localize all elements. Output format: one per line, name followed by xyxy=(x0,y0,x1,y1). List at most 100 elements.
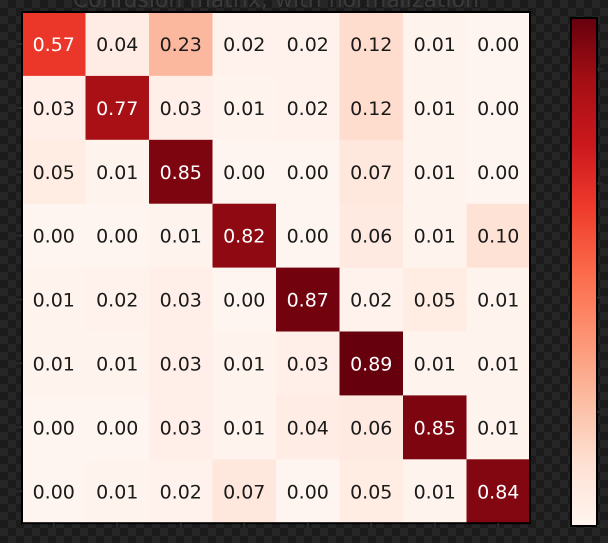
cell-value-label: 0.04 xyxy=(287,417,329,439)
heatmap-cell xyxy=(85,139,150,205)
heatmap-cell xyxy=(22,139,87,205)
colorbar-ticks xyxy=(597,68,603,527)
cell-value-label: 0.00 xyxy=(477,98,519,120)
cell-value-label: 0.00 xyxy=(223,290,265,312)
heatmap-cell xyxy=(403,331,468,396)
heatmap-cell xyxy=(403,75,468,141)
cell-value-label: 0.05 xyxy=(350,481,392,503)
cell-value-label: 0.10 xyxy=(477,226,519,248)
heatmap-cell xyxy=(212,12,277,77)
cell-value-label: 0.01 xyxy=(414,226,456,248)
cell-value-label: 0.00 xyxy=(287,162,329,184)
cell-value-label: 0.01 xyxy=(160,226,202,248)
cell-value-label: 0.01 xyxy=(96,481,138,503)
heatmap-cell xyxy=(85,12,150,77)
cell-value-label: 0.82 xyxy=(223,226,265,248)
cell-value-label: 0.00 xyxy=(477,34,519,56)
heatmap-cell xyxy=(466,267,531,333)
heatmap-cells xyxy=(22,12,531,524)
chart-title: Confusion matrix, with normalization xyxy=(72,0,480,13)
heatmap-cell xyxy=(212,459,277,524)
cell-value-label: 0.02 xyxy=(350,290,392,312)
colorbar xyxy=(570,17,598,527)
cell-value-label: 0.07 xyxy=(223,481,265,503)
heatmap-cell xyxy=(276,331,341,396)
cell-value-label: 0.03 xyxy=(160,417,202,439)
cell-value-label: 0.01 xyxy=(96,162,138,184)
heatmap-cell xyxy=(22,267,87,333)
heatmap-cell xyxy=(22,12,87,77)
heatmap-cell xyxy=(339,459,404,524)
cell-value-label: 0.00 xyxy=(287,226,329,248)
heatmap-cell xyxy=(85,395,150,460)
cell-value-label: 0.03 xyxy=(160,353,202,375)
cell-value-label: 0.01 xyxy=(33,290,75,312)
axis-ticks xyxy=(15,42,500,531)
heatmap-cell xyxy=(149,267,214,333)
heatmap-cell xyxy=(276,395,341,460)
heatmap-cell xyxy=(22,331,87,396)
cell-value-label: 0.01 xyxy=(33,353,75,375)
heatmap-cell xyxy=(85,331,150,396)
heatmap-cell xyxy=(466,139,531,205)
heatmap-cell xyxy=(466,459,531,524)
cell-value-label: 0.00 xyxy=(33,481,75,503)
heatmap-cell xyxy=(212,139,277,205)
cell-value-label: 0.02 xyxy=(287,34,329,56)
cell-value-label: 0.02 xyxy=(223,34,265,56)
heatmap-cell xyxy=(403,395,468,460)
cell-value-label: 0.01 xyxy=(414,34,456,56)
cell-value-label: 0.07 xyxy=(350,162,392,184)
cell-value-label: 0.00 xyxy=(96,417,138,439)
heatmap-cell xyxy=(339,12,404,77)
cell-value-label: 0.03 xyxy=(160,98,202,120)
heatmap-cell xyxy=(339,75,404,141)
heatmap-cell xyxy=(276,12,341,77)
cell-value-label: 0.57 xyxy=(33,34,75,56)
heatmap-cell xyxy=(212,395,277,460)
heatmap-value-labels: 0.57 0.04 0.23 0.02 0.02 0.12 0.01 0.00 0.03 0.77… xyxy=(33,34,520,503)
cell-value-label: 0.00 xyxy=(287,481,329,503)
heatmap-cell xyxy=(212,203,277,269)
cell-value-label: 0.03 xyxy=(287,353,329,375)
heatmap-cell xyxy=(149,12,214,77)
heatmap-cell xyxy=(466,203,531,269)
cell-value-label: 0.02 xyxy=(160,481,202,503)
heatmap-cell xyxy=(466,395,531,460)
cell-value-label: 0.00 xyxy=(96,226,138,248)
heatmap-cell xyxy=(339,139,404,205)
cell-value-label: 0.03 xyxy=(33,98,75,120)
cell-value-label: 0.85 xyxy=(160,162,202,184)
heatmap-cell xyxy=(403,267,468,333)
cell-value-label: 0.85 xyxy=(414,417,456,439)
heatmap-cell xyxy=(403,203,468,269)
heatmap-cell xyxy=(276,459,341,524)
heatmap-cell xyxy=(339,331,404,396)
heatmap-cell xyxy=(466,75,531,141)
cell-value-label: 0.00 xyxy=(33,417,75,439)
cell-value-label: 0.01 xyxy=(414,353,456,375)
cell-value-label: 0.89 xyxy=(350,353,392,375)
heatmap-cell xyxy=(212,331,277,396)
cell-value-label: 0.77 xyxy=(96,98,138,120)
heatmap-cell xyxy=(276,139,341,205)
heatmap-cell xyxy=(276,203,341,269)
cell-value-label: 0.01 xyxy=(223,353,265,375)
heatmap-cell xyxy=(149,139,214,205)
heatmap-cell xyxy=(339,203,404,269)
cell-value-label: 0.00 xyxy=(33,226,75,248)
heatmap-cell xyxy=(403,12,468,77)
heatmap-cell xyxy=(212,75,277,141)
heatmap-cell xyxy=(339,395,404,460)
cell-value-label: 0.12 xyxy=(350,34,392,56)
cell-value-label: 0.04 xyxy=(96,34,138,56)
heatmap-cell xyxy=(149,203,214,269)
cell-value-label: 0.00 xyxy=(223,162,265,184)
heatmap-cell xyxy=(85,203,150,269)
heatmap-cell xyxy=(466,12,531,77)
cell-value-label: 0.06 xyxy=(350,226,392,248)
heatmap-cell xyxy=(403,139,468,205)
cell-value-label: 0.02 xyxy=(96,290,138,312)
heatmap-cell xyxy=(85,267,150,333)
